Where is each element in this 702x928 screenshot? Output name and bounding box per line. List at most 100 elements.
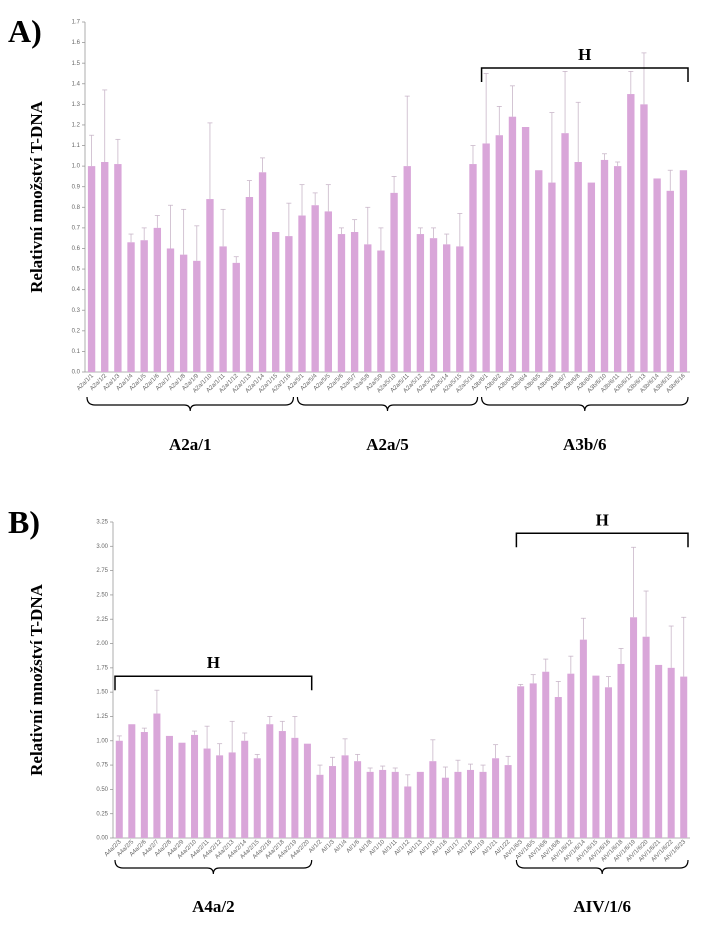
- bar: [316, 774, 324, 838]
- error-bar: [317, 764, 323, 775]
- y-tick-label: 2.00: [96, 641, 108, 647]
- y-tick-label: 0.7: [72, 225, 81, 231]
- error-bar: [668, 625, 674, 668]
- error-bar: [480, 764, 486, 772]
- error-bar: [229, 720, 235, 753]
- y-tick-label: 1.2: [72, 123, 81, 129]
- group-brace: [114, 859, 313, 875]
- bar: [241, 740, 249, 838]
- error-bar: [530, 674, 536, 684]
- highlight-bracket: [515, 532, 689, 548]
- bar: [466, 769, 475, 838]
- bar: [311, 205, 319, 372]
- bar: [391, 771, 399, 838]
- bar: [561, 133, 569, 372]
- bar: [115, 740, 123, 838]
- y-tick-label: 1.25: [96, 714, 108, 720]
- bar: [298, 215, 306, 372]
- bar: [193, 260, 201, 372]
- bar: [341, 755, 349, 838]
- error-bar: [509, 85, 515, 117]
- bar: [441, 777, 449, 838]
- bar: [469, 164, 477, 372]
- error-bar: [568, 655, 574, 674]
- error-bar: [580, 617, 586, 640]
- error-bar: [378, 227, 384, 251]
- error-bar: [575, 101, 581, 162]
- error-bar: [325, 184, 331, 212]
- y-tick-label: 1.3: [72, 102, 81, 108]
- error-bar: [342, 738, 348, 756]
- y-tick-label: 1.0: [72, 164, 81, 170]
- bar: [456, 246, 464, 372]
- y-tick-label: 0.75: [96, 763, 108, 769]
- group-brace: [296, 396, 479, 412]
- bar: [535, 170, 543, 372]
- error-bar: [628, 71, 634, 95]
- bar: [245, 197, 254, 372]
- panel-label: B): [8, 504, 40, 540]
- bar: [253, 758, 261, 838]
- bar: [114, 164, 122, 372]
- bar: [592, 675, 600, 838]
- bar: [266, 724, 274, 838]
- y-tick-label: 1.6: [72, 40, 81, 46]
- error-bar: [681, 616, 687, 677]
- group-brace: [515, 859, 689, 875]
- bar: [219, 246, 227, 372]
- bar: [272, 232, 280, 372]
- error-bar: [279, 720, 285, 732]
- bar: [517, 686, 525, 838]
- y-tick-label: 1.5: [72, 61, 81, 67]
- error-bar: [365, 206, 371, 245]
- bar: [600, 159, 609, 372]
- bar: [191, 734, 199, 838]
- highlight-bracket: [480, 67, 689, 82]
- error-bar: [430, 739, 436, 762]
- bar: [127, 242, 135, 372]
- bar: [179, 254, 188, 372]
- error-bar: [352, 219, 358, 232]
- bar: [87, 166, 96, 372]
- bar: [587, 182, 596, 372]
- error-bar: [483, 73, 489, 144]
- y-tick-label: 1.00: [96, 738, 108, 744]
- y-tick-label: 0.3: [72, 308, 81, 314]
- y-tick-label: 0.4: [72, 287, 81, 293]
- error-bar: [444, 233, 450, 245]
- y-tick-label: 0.50: [96, 787, 108, 793]
- error-bar: [154, 689, 160, 714]
- y-tick-label: 0.0: [72, 370, 81, 376]
- error-bar: [543, 658, 549, 672]
- y-tick-label: 2.50: [96, 593, 108, 599]
- bar: [416, 234, 425, 372]
- bar: [521, 127, 530, 372]
- error-bar: [286, 202, 292, 237]
- y-axis-label: Relativní množství T-DNA: [27, 100, 46, 292]
- error-bar: [355, 753, 361, 762]
- group-brace: [480, 396, 689, 412]
- bar: [328, 766, 337, 838]
- bar: [416, 771, 424, 838]
- y-tick-label: 1.1: [72, 143, 81, 149]
- error-bar: [631, 546, 637, 618]
- error-bar: [417, 227, 423, 235]
- error-bar: [204, 725, 210, 749]
- bar: [495, 135, 503, 372]
- bar: [554, 697, 562, 838]
- error-bar: [220, 208, 226, 247]
- y-tick-label: 0.5: [72, 267, 81, 273]
- error-bar: [154, 215, 160, 228]
- error-bar: [141, 727, 147, 733]
- bar: [504, 765, 512, 838]
- bar: [482, 143, 490, 372]
- bar: [613, 166, 622, 372]
- error-bar: [431, 227, 437, 239]
- error-bar: [267, 716, 273, 725]
- bar: [232, 262, 240, 372]
- bar: [166, 248, 175, 372]
- group-label: AIV/1/6: [573, 897, 631, 916]
- bar: [379, 769, 387, 838]
- bar: [165, 735, 173, 838]
